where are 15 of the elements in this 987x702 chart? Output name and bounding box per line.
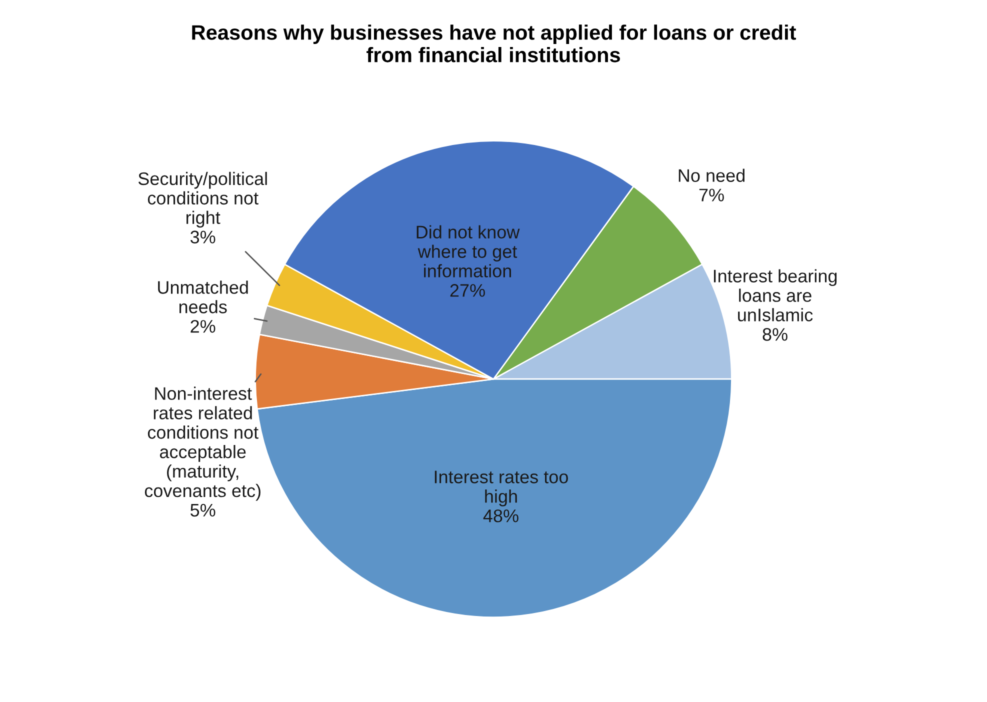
data-label: 27% [450,284,485,297]
slice-label: Non-interest rates related conditions not acceptable (maturity, covenants etc) [144,386,260,501]
data-label: 2% [190,320,216,333]
slice-label: Security/political conditions not right [138,172,267,228]
data-label: 3% [190,230,216,244]
data-label: 5% [190,504,216,517]
slice-label: Interest bearing loans are unIslamic [714,269,837,322]
slice-label: Unmatched needs [158,280,248,314]
data-label: 8% [762,328,788,341]
slice-label: Interest rates too high [434,470,568,506]
data-label: 7% [699,188,724,202]
slice-label: No need [678,168,744,182]
data-label: 48% [483,509,518,522]
slice-label: Did not know where to get information [416,225,520,278]
chart-title: Reasons why businesses have not applied for loans or credit from financial institutions [192,24,796,62]
